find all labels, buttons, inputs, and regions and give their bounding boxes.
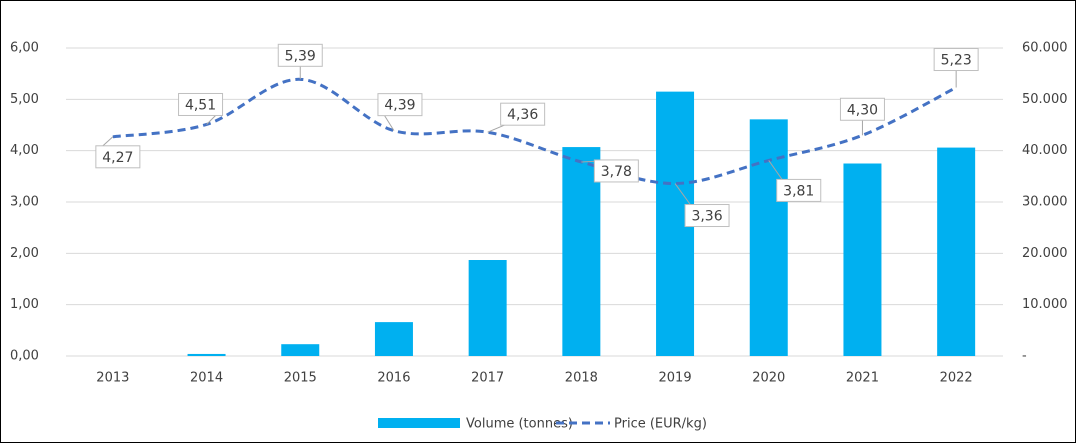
leader-line: [101, 136, 114, 148]
x-tick-label: 2014: [190, 371, 223, 386]
y2-tick-label: 40.000: [1022, 143, 1068, 158]
data-label: 5,39: [285, 48, 316, 64]
leader-line: [768, 160, 784, 181]
bar: [749, 119, 788, 356]
data-label-box: [377, 93, 423, 117]
y-tick-label: 2,00: [10, 246, 39, 261]
x-tick-label: 2021: [846, 371, 879, 386]
data-label-box: [500, 102, 546, 126]
data-label: 3,36: [691, 209, 722, 225]
data-label-box: [277, 43, 323, 67]
data-label: 4,39: [384, 98, 415, 114]
legend-swatch: [378, 418, 460, 428]
data-label: 5,23: [941, 53, 972, 69]
y-tick-label: 4,00: [10, 143, 39, 158]
data-label-box: [776, 178, 822, 202]
y2-tick-label: 20.000: [1022, 246, 1068, 261]
bar: [843, 163, 882, 356]
data-label: 4,36: [507, 107, 538, 123]
data-label-box: [684, 204, 730, 228]
y-tick-label: 1,00: [10, 297, 39, 312]
data-label: 3,78: [601, 164, 632, 180]
leader-line: [383, 114, 395, 131]
x-tick-label: 2017: [471, 371, 504, 386]
x-tick-label: 2022: [940, 371, 973, 386]
bar: [281, 344, 320, 356]
y-tick-label: 6,00: [10, 41, 39, 56]
legend-label: Volume (tonnes): [466, 417, 573, 432]
x-tick-label: 2015: [284, 371, 317, 386]
data-label: 4,51: [185, 97, 216, 113]
y-tick-label: 0,00: [10, 349, 39, 364]
bar: [187, 353, 226, 356]
legend-label: Price (EUR/kg): [614, 417, 707, 432]
x-tick-label: 2013: [96, 371, 129, 386]
data-label-box: [95, 145, 141, 169]
x-tick-label: 2018: [565, 371, 598, 386]
bar: [937, 147, 976, 356]
data-label-box: [839, 97, 885, 121]
line: [112, 77, 957, 186]
y-tick-label: 3,00: [10, 195, 39, 210]
y2-tick-label: 30.000: [1022, 195, 1068, 210]
y2-tick-label: 10.000: [1022, 297, 1068, 312]
data-label: 4,27: [102, 150, 133, 166]
x-tick-label: 2016: [377, 371, 410, 386]
y2-tick-label: 60.000: [1022, 41, 1068, 56]
data-label: 4,30: [847, 102, 878, 118]
data-label-box: [593, 159, 639, 183]
y-tick-label: 5,00: [10, 92, 39, 107]
data-label-box: [933, 48, 979, 72]
x-tick-label: 2019: [659, 371, 692, 386]
y2-tick-label: -: [1022, 349, 1027, 364]
data-label-box: [178, 92, 224, 116]
data-label: 3,81: [783, 183, 814, 199]
x-tick-label: 2020: [752, 371, 785, 386]
leader-line: [206, 114, 217, 125]
leader-line: [674, 183, 692, 206]
bar: [468, 260, 507, 356]
y2-tick-label: 50.000: [1022, 92, 1068, 107]
bar: [374, 322, 413, 356]
